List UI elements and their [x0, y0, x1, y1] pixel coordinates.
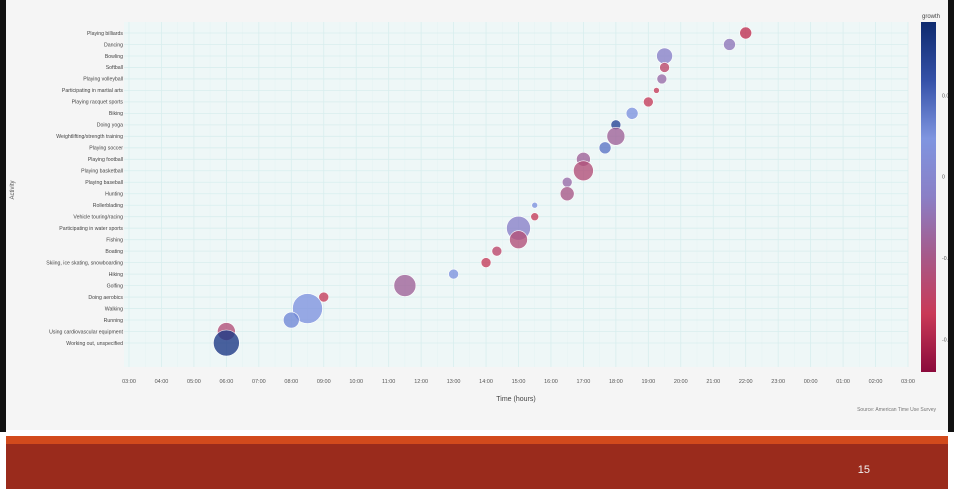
y-tick-label: Participating in martial arts — [62, 88, 124, 94]
data-points — [213, 26, 753, 357]
data-point — [559, 186, 575, 202]
y-tick-label: Playing basketball — [81, 169, 123, 175]
x-tick-label: 09:00 — [317, 379, 331, 385]
slide-footer: 15 — [6, 444, 948, 489]
x-tick-label: 05:00 — [187, 379, 201, 385]
colorbar-tick-label: -0.1 — [942, 337, 948, 343]
data-point — [656, 47, 673, 65]
data-point — [573, 160, 594, 182]
x-tick-label: 03:00 — [122, 379, 136, 385]
x-tick-label: 21:00 — [706, 379, 720, 385]
slide-number: 15 — [857, 464, 870, 476]
data-point — [723, 38, 736, 51]
x-tick-label: 11:00 — [382, 379, 395, 385]
data-point — [739, 26, 753, 40]
data-point — [643, 96, 654, 108]
y-tick-label: Playing football — [88, 157, 123, 163]
x-tick-label: 00:00 — [804, 379, 818, 385]
x-tick-label: 10:00 — [349, 379, 363, 385]
y-tick-label: Doing aerobics — [88, 295, 123, 301]
x-tick-label: 17:00 — [577, 379, 591, 385]
data-point — [480, 257, 492, 268]
data-point — [625, 107, 639, 120]
data-point — [393, 274, 417, 297]
data-point — [659, 62, 670, 73]
slide-left-border — [0, 0, 6, 432]
data-point — [606, 127, 626, 146]
y-tick-label: Working out, unspecified — [66, 341, 123, 347]
x-tick-label: 08:00 — [284, 379, 298, 385]
data-point — [491, 245, 503, 257]
x-tick-labels: 03:00 04:00 05:00 06:00 07:00 08:00 09:00 10:00… — [122, 379, 915, 385]
x-tick-label: 20:00 — [674, 379, 688, 385]
data-point — [292, 293, 323, 324]
colorbar — [921, 22, 936, 372]
y-tick-label: Rollerblading — [93, 203, 123, 209]
y-tick-label: Biking — [109, 111, 123, 117]
y-tick-label: Participating in water sports — [59, 226, 123, 232]
x-tick-label: 12:00 — [414, 379, 428, 385]
x-tick-label: 18:00 — [609, 379, 623, 385]
y-tick-label: Hunting — [105, 192, 123, 198]
data-point — [653, 87, 660, 94]
x-tick-label: 13:00 — [447, 379, 461, 385]
x-tick-label: 01:00 — [836, 379, 850, 385]
y-tick-label: Golfing — [107, 283, 124, 289]
y-tick-label: Playing baseball — [85, 180, 123, 186]
x-tick-label: 06:00 — [219, 379, 233, 385]
colorbar-tick-label: -0.05 — [942, 256, 948, 262]
colorbar-title: growth — [922, 14, 940, 20]
x-tick-label: 16:00 — [544, 379, 558, 385]
data-point — [598, 141, 612, 155]
x-tick-label: 22:00 — [739, 379, 753, 385]
y-tick-label: Softball — [106, 65, 123, 71]
colorbar-tick-label: 0.05 — [942, 93, 948, 99]
y-tick-label: Dancing — [104, 42, 123, 48]
data-point — [448, 268, 459, 280]
y-tick-label: Playing volleyball — [83, 77, 123, 83]
y-tick-label: Hiking — [109, 272, 124, 278]
y-tick-labels: Playing billiards Dancing Bowling Softball P… — [46, 31, 123, 347]
x-tick-label: 19:00 — [641, 379, 655, 385]
y-tick-label: Fishing — [106, 237, 123, 243]
data-point — [561, 176, 573, 188]
y-tick-label: Doing yoga — [97, 123, 123, 129]
x-axis-label: Time (hours) — [496, 396, 535, 403]
x-tick-label: 07:00 — [252, 379, 266, 385]
x-tick-label: 14:00 — [479, 379, 493, 385]
y-tick-label: Running — [104, 318, 123, 324]
y-tick-label: Playing billiards — [87, 31, 123, 37]
x-tick-label: 04:00 — [155, 379, 169, 385]
plot-area — [124, 22, 908, 367]
y-tick-label: Bowling — [105, 54, 123, 60]
colorbar-tick-label: 0 — [942, 175, 945, 181]
data-point — [282, 311, 300, 329]
data-point — [531, 201, 539, 209]
y-tick-label: Using cardiovascular equipment — [49, 329, 123, 335]
data-point — [530, 212, 540, 222]
y-tick-label: Playing soccer — [89, 146, 123, 152]
y-tick-label: Walking — [105, 306, 123, 312]
footer-accent-stripe — [6, 436, 948, 444]
y-axis-label: Activity — [10, 180, 16, 199]
data-point — [213, 329, 240, 357]
y-tick-label: Playing racquet sports — [72, 100, 124, 106]
x-tick-label: 23:00 — [771, 379, 785, 385]
grid-layer — [124, 22, 909, 367]
x-tick-label: 15:00 — [512, 379, 526, 385]
colorbar-ticks: 0.05 0 -0.05 -0.1 — [942, 93, 948, 343]
data-point — [656, 73, 668, 85]
y-tick-label: Skiing, ice skating, snowboarding — [46, 260, 123, 266]
x-tick-label: 03:00 — [901, 379, 915, 385]
source-note: Source: American Time Use Survey — [857, 407, 936, 413]
data-point — [509, 230, 528, 249]
x-tick-label: 02:00 — [869, 379, 883, 385]
chart-panel: Playing billiards Dancing Bowling Softball P… — [6, 0, 948, 430]
y-tick-label: Weightlifting/strength training — [56, 134, 123, 140]
y-tick-label: Boating — [105, 249, 123, 255]
bubble-chart: Playing billiards Dancing Bowling Softball P… — [10, 14, 948, 413]
slide-right-border — [948, 0, 954, 432]
y-tick-label: Vehicle touring/racing — [73, 215, 123, 221]
data-point — [318, 291, 330, 303]
